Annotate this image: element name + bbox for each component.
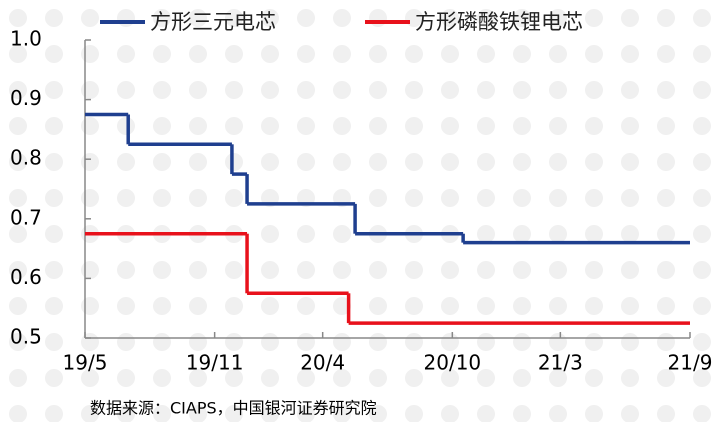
x-tick-label: 20/10 [424,351,482,375]
y-tick-label: 0.9 [10,86,42,110]
x-tick-label: 19/11 [186,351,244,375]
legend-label: 方形三元电芯 [150,10,276,34]
x-tick-label: 20/4 [300,351,345,375]
x-tick-label: 21/3 [538,351,583,375]
y-tick-label: 0.8 [10,146,42,170]
y-tick-label: 0.6 [10,265,42,289]
y-tick-label: 0.7 [10,205,42,229]
x-tick-label: 21/9 [668,351,713,375]
y-tick-label: 0.5 [10,325,42,349]
x-tick-label: 19/5 [63,351,108,375]
legend-label: 方形磷酸铁锂电芯 [415,10,583,34]
y-tick-label: 1.0 [10,27,42,51]
source: 数据来源：CIAPS，中国银河证券研究院 [90,399,377,418]
